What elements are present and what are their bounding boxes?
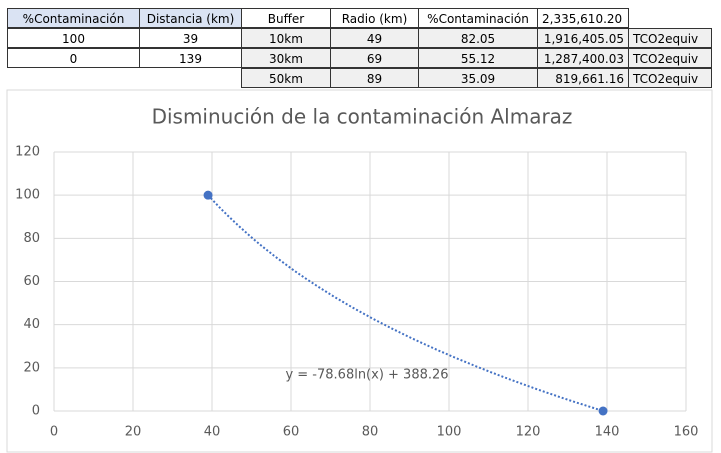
cell[interactable]: TCO2equiv bbox=[628, 28, 712, 48]
cell[interactable]: TCO2equiv bbox=[628, 68, 712, 88]
y-tick-label: 60 bbox=[23, 274, 40, 289]
x-tick-label: 80 bbox=[362, 425, 379, 440]
cell[interactable]: 30km bbox=[241, 48, 331, 68]
x-tick-label: 0 bbox=[50, 425, 58, 440]
chart-title: Disminución de la contaminación Almaraz bbox=[152, 105, 573, 129]
cell[interactable]: Distancia (km) bbox=[139, 8, 242, 28]
cell[interactable]: 82.05 bbox=[418, 28, 538, 48]
x-tick-label: 60 bbox=[283, 425, 300, 440]
cell[interactable]: 89 bbox=[330, 68, 419, 88]
cell[interactable]: 69 bbox=[330, 48, 419, 68]
y-tick-label: 20 bbox=[23, 360, 40, 375]
y-tick-label: 80 bbox=[23, 231, 40, 246]
cell[interactable]: 10km bbox=[241, 28, 331, 48]
y-tick-label: 120 bbox=[15, 145, 40, 160]
cell[interactable]: %Contaminación bbox=[7, 8, 140, 28]
cell[interactable]: 1,287,400.03 bbox=[537, 48, 629, 68]
cell[interactable]: 2,335,610.20 bbox=[537, 8, 629, 28]
cell[interactable]: 55.12 bbox=[418, 48, 538, 68]
cell[interactable]: TCO2equiv bbox=[628, 48, 712, 68]
cell[interactable]: 1,916,405.05 bbox=[537, 28, 629, 48]
cell[interactable]: 35.09 bbox=[418, 68, 538, 88]
cell[interactable]: 50km bbox=[241, 68, 331, 88]
point bbox=[203, 190, 213, 200]
y-tick-label: 100 bbox=[15, 188, 40, 203]
y-tick-label: 40 bbox=[23, 317, 40, 332]
chart-area bbox=[6, 89, 713, 453]
x-tick-label: 140 bbox=[595, 425, 620, 440]
x-tick-label: 100 bbox=[437, 425, 462, 440]
y-tick-label: 0 bbox=[32, 404, 40, 419]
x-tick-label: 120 bbox=[516, 425, 541, 440]
x-tick-label: 40 bbox=[204, 425, 221, 440]
point bbox=[598, 406, 608, 416]
x-tick-label: 160 bbox=[674, 425, 699, 440]
trendline bbox=[207, 194, 604, 412]
trendline-label: y = -78.68ln(x) + 388.26 bbox=[285, 368, 448, 383]
x-tick-label: 20 bbox=[125, 425, 142, 440]
